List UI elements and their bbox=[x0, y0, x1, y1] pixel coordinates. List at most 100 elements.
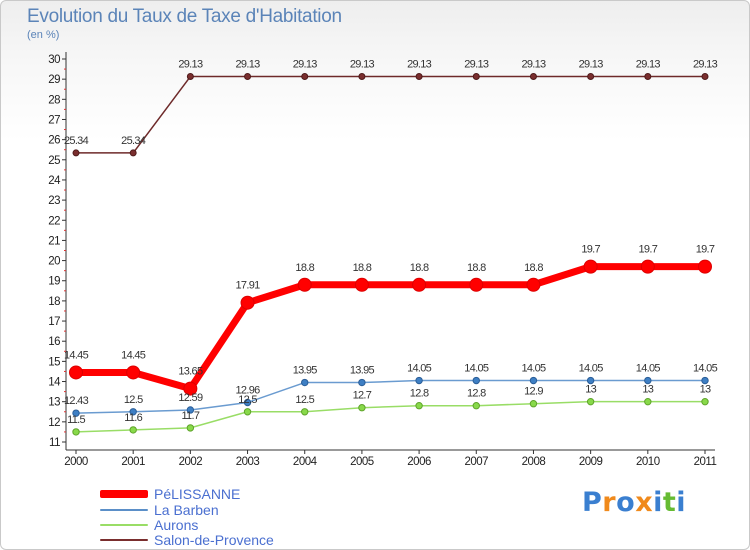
x-tick-label: 2005 bbox=[350, 456, 374, 468]
data-label-aurons: 11.7 bbox=[181, 410, 199, 422]
x-tick-label: 2009 bbox=[579, 456, 603, 468]
chart-subtitle: (en %) bbox=[27, 29, 60, 41]
data-label-salon-de-provence: 29.13 bbox=[579, 59, 604, 71]
data-point-p-lissanne bbox=[412, 277, 427, 292]
data-point-salon-de-provence bbox=[244, 73, 252, 81]
y-tick-label: 24 bbox=[48, 175, 61, 187]
y-tick-label: 13 bbox=[48, 397, 60, 409]
data-point-salon-de-provence bbox=[472, 73, 480, 81]
y-tick-label: 22 bbox=[48, 215, 60, 227]
data-point-salon-de-provence bbox=[186, 73, 194, 81]
legend-swatch bbox=[100, 509, 148, 511]
data-label-la-barben: 12.5 bbox=[124, 394, 143, 406]
series-line-salon-de-provence bbox=[75, 75, 706, 154]
x-tick-label: 2011 bbox=[694, 456, 717, 468]
data-point-aurons bbox=[72, 428, 80, 436]
data-point-aurons bbox=[301, 408, 309, 416]
data-label-la-barben: 14.05 bbox=[579, 363, 604, 375]
legend-item: La Barben bbox=[100, 502, 400, 518]
series-line-la-barben bbox=[75, 379, 706, 414]
data-label-aurons: 11.5 bbox=[67, 414, 85, 426]
logo-letter: P bbox=[582, 487, 603, 518]
logo-letter: r bbox=[602, 487, 617, 518]
data-point-la-barben bbox=[301, 378, 309, 387]
data-point-p-lissanne bbox=[640, 259, 655, 274]
y-tick-label: 17 bbox=[48, 316, 60, 328]
data-label-p-lissanne: 18.8 bbox=[353, 262, 372, 274]
data-point-la-barben bbox=[72, 409, 80, 417]
data-point-salon-de-provence bbox=[644, 73, 652, 81]
data-label-la-barben: 12.59 bbox=[178, 392, 203, 404]
data-point-p-lissanne bbox=[183, 381, 198, 396]
y-tick-label: 11 bbox=[49, 437, 60, 449]
chart-title: Evolution du Taux de Taxe d'Habitation bbox=[27, 6, 342, 27]
data-label-aurons: 13 bbox=[585, 384, 596, 396]
data-label-p-lissanne: 17.91 bbox=[236, 280, 261, 292]
data-point-aurons bbox=[129, 426, 137, 434]
legend-swatch bbox=[100, 524, 148, 526]
data-label-la-barben: 12.96 bbox=[236, 384, 261, 396]
data-point-la-barben bbox=[472, 376, 480, 385]
data-label-p-lissanne: 19.7 bbox=[696, 244, 715, 256]
legend-label: La Barben bbox=[154, 502, 219, 518]
legend-swatch bbox=[100, 490, 148, 498]
y-tick-label: 30 bbox=[48, 54, 60, 66]
data-point-salon-de-provence bbox=[529, 73, 537, 81]
data-label-aurons: 13 bbox=[700, 384, 711, 396]
data-label-p-lissanne: 14.45 bbox=[64, 349, 89, 361]
data-point-la-barben bbox=[243, 398, 252, 407]
data-point-p-lissanne bbox=[126, 365, 141, 380]
data-point-salon-de-provence bbox=[129, 149, 137, 157]
y-tick-label: 20 bbox=[48, 256, 60, 268]
logo-letter: o bbox=[616, 487, 636, 518]
data-label-la-barben: 14.05 bbox=[693, 363, 718, 375]
y-tick-label: 29 bbox=[48, 74, 60, 86]
y-tick-label: 28 bbox=[48, 94, 60, 106]
y-tick-label: 25 bbox=[48, 155, 60, 167]
data-point-salon-de-provence bbox=[301, 73, 309, 81]
x-tick-label: 2004 bbox=[293, 456, 318, 468]
y-tick-label: 26 bbox=[48, 135, 60, 147]
data-point-la-barben bbox=[529, 376, 538, 385]
x-tick-label: 2003 bbox=[236, 456, 260, 468]
logo-letter: t bbox=[662, 487, 677, 518]
x-tick-label: 2001 bbox=[121, 456, 145, 468]
data-label-p-lissanne: 13.65 bbox=[178, 366, 203, 378]
legend-item: Aurons bbox=[100, 517, 400, 533]
x-tick-label: 2000 bbox=[64, 456, 88, 468]
x-tick-label: 2006 bbox=[407, 456, 431, 468]
data-label-aurons: 12.9 bbox=[524, 386, 543, 398]
data-label-salon-de-provence: 29.13 bbox=[693, 59, 718, 71]
data-label-salon-de-provence: 25.34 bbox=[64, 135, 89, 147]
data-point-p-lissanne bbox=[69, 365, 83, 380]
data-point-aurons bbox=[186, 424, 195, 432]
proxiti-logo: Proxiti bbox=[582, 487, 686, 518]
data-point-aurons bbox=[586, 397, 595, 406]
logo-letter: x bbox=[635, 487, 654, 518]
data-point-aurons bbox=[472, 402, 480, 410]
legend-swatch bbox=[100, 539, 148, 541]
data-label-salon-de-provence: 29.13 bbox=[236, 59, 261, 71]
y-tick-label: 27 bbox=[48, 114, 60, 126]
y-tick-label: 19 bbox=[48, 276, 60, 288]
legend-label: PéLISSANNE bbox=[154, 486, 241, 502]
y-tick-label: 23 bbox=[48, 195, 60, 207]
data-label-p-lissanne: 19.7 bbox=[581, 244, 600, 256]
data-point-aurons bbox=[243, 408, 252, 416]
data-label-salon-de-provence: 29.13 bbox=[293, 59, 318, 71]
data-point-p-lissanne bbox=[469, 277, 484, 292]
data-label-la-barben: 13.95 bbox=[350, 365, 375, 377]
legend-label: Aurons bbox=[154, 517, 199, 533]
x-tick-label: 2008 bbox=[522, 456, 546, 468]
data-label-la-barben: 13.95 bbox=[293, 365, 318, 377]
data-label-salon-de-provence: 29.13 bbox=[521, 59, 546, 71]
y-tick-label: 21 bbox=[48, 235, 60, 247]
x-tick-label: 2002 bbox=[179, 456, 203, 468]
data-point-la-barben bbox=[186, 406, 195, 414]
data-label-salon-de-provence: 29.13 bbox=[636, 59, 661, 71]
legend-item: PéLISSANNE bbox=[100, 486, 400, 502]
data-point-la-barben bbox=[644, 376, 652, 385]
data-point-salon-de-provence bbox=[358, 73, 366, 81]
